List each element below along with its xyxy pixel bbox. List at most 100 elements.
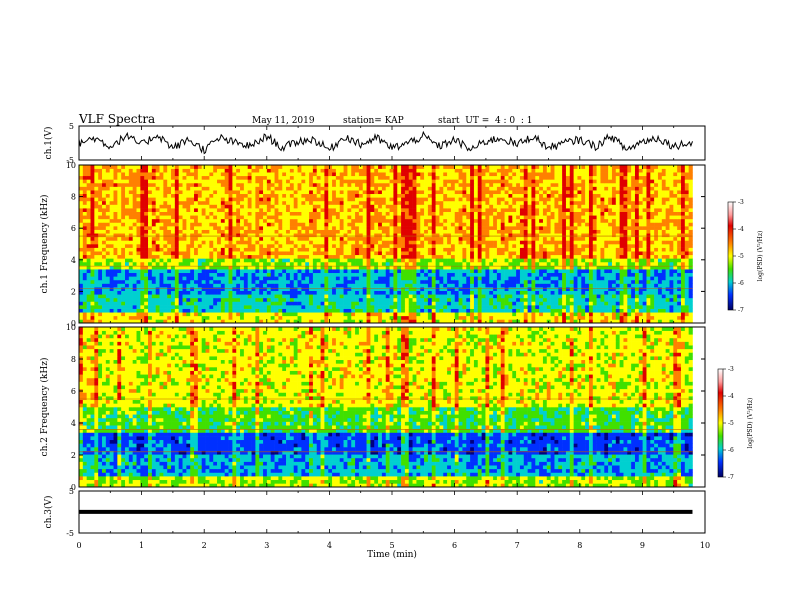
spectrogram-cell bbox=[366, 308, 371, 313]
spectrogram-cell bbox=[370, 244, 375, 248]
spectrogram-cell bbox=[293, 233, 298, 238]
spectrogram-cell bbox=[205, 211, 210, 216]
spectrogram-cell bbox=[282, 233, 287, 238]
spectrogram-cell bbox=[312, 283, 318, 288]
spectrogram-cell bbox=[688, 287, 693, 291]
spectrogram-cell bbox=[569, 283, 574, 288]
spectrogram-cell bbox=[374, 218, 379, 223]
spectrogram-cell bbox=[312, 308, 318, 313]
spectrogram-cell bbox=[623, 301, 628, 306]
spectrogram-cell bbox=[370, 211, 375, 216]
spectrogram-cell bbox=[527, 290, 532, 295]
spectrogram-cell bbox=[581, 258, 586, 263]
spectrogram-cell bbox=[481, 233, 486, 238]
spectrogram-cell bbox=[220, 319, 225, 324]
spectrogram-cell bbox=[634, 279, 640, 284]
spectrogram-cell bbox=[217, 229, 222, 234]
spectrogram-cell bbox=[236, 294, 241, 299]
spectrogram-cell bbox=[378, 240, 383, 245]
spectrogram-cell bbox=[573, 226, 578, 230]
spectrogram-cell bbox=[650, 269, 655, 274]
spectrogram-cell bbox=[178, 283, 183, 288]
spectrogram-cell bbox=[378, 247, 383, 252]
spectrogram-cell bbox=[316, 308, 321, 313]
spectrogram-cell bbox=[608, 315, 613, 320]
spectrogram-cell bbox=[466, 279, 471, 284]
spectrogram-cell bbox=[531, 315, 536, 320]
spectrogram-cell bbox=[565, 294, 571, 299]
spectrogram-cell bbox=[228, 226, 233, 230]
spectrogram-cell bbox=[316, 233, 321, 238]
spectrogram-cell bbox=[680, 276, 686, 281]
spectrogram-cell bbox=[508, 236, 513, 241]
spectrogram-cell bbox=[493, 226, 498, 230]
spectrogram-cell bbox=[623, 236, 628, 241]
spectrogram-cell bbox=[677, 236, 682, 241]
spectrogram-cell bbox=[431, 226, 436, 230]
spectrogram-cell bbox=[251, 251, 256, 256]
spectrogram-cell bbox=[424, 247, 429, 252]
spectrogram-cell bbox=[98, 261, 103, 266]
spectrogram-cell bbox=[677, 233, 682, 238]
spectrogram-cell bbox=[558, 287, 563, 291]
spectrogram-cell bbox=[98, 240, 103, 245]
spectrogram-cell bbox=[569, 244, 574, 248]
spectrogram-cell bbox=[174, 301, 179, 306]
spectrogram-cell bbox=[94, 279, 99, 284]
spectrogram-cell bbox=[611, 305, 617, 309]
spectrogram-cell bbox=[278, 283, 283, 288]
spectrogram-cell bbox=[316, 226, 321, 230]
spectrogram-cell bbox=[489, 290, 494, 295]
spectrogram-cell bbox=[167, 211, 172, 216]
spectrogram-cell bbox=[654, 287, 659, 291]
spectrogram-cell bbox=[443, 218, 448, 223]
spectrogram-cell bbox=[427, 215, 433, 220]
spectrogram-cell bbox=[312, 240, 318, 245]
spectrogram-cell bbox=[178, 218, 183, 223]
spectrogram-cell bbox=[90, 247, 95, 252]
spectrogram-cell bbox=[527, 229, 532, 234]
spectrogram-cell bbox=[159, 290, 164, 295]
spectrogram-cell bbox=[320, 222, 325, 227]
spectrogram-cell bbox=[94, 319, 99, 324]
spectrogram-cell bbox=[186, 315, 191, 320]
spectrogram-cell bbox=[550, 233, 555, 238]
spectrogram-cell bbox=[581, 315, 586, 320]
spectrogram-cell bbox=[477, 251, 482, 256]
spectrogram-cell bbox=[439, 319, 444, 324]
spectrogram-cell bbox=[550, 226, 555, 230]
spectrogram-cell bbox=[98, 211, 103, 216]
spectrogram-cell bbox=[270, 272, 275, 277]
spectrogram-cell bbox=[569, 218, 574, 223]
spectrogram-cell bbox=[274, 251, 279, 256]
spectrogram-cell bbox=[171, 283, 176, 288]
spectrogram-cell bbox=[190, 215, 195, 220]
spectrogram-cell bbox=[523, 287, 528, 291]
spectrogram-cell bbox=[677, 229, 682, 234]
spectrogram-cell bbox=[109, 226, 114, 230]
spectrogram-cell bbox=[90, 240, 95, 245]
spectrogram-cell bbox=[247, 279, 252, 284]
spectrogram-cell bbox=[512, 258, 517, 263]
spectrogram-cell bbox=[324, 244, 329, 248]
spectrogram-cell bbox=[608, 211, 613, 216]
spectrogram-cell bbox=[297, 290, 302, 295]
spectrogram-cell bbox=[569, 279, 574, 284]
spectrogram-cell bbox=[151, 218, 156, 223]
spectrogram-cell bbox=[263, 265, 268, 270]
spectrogram-cell bbox=[496, 265, 502, 270]
spectrogram-cell bbox=[125, 215, 130, 220]
spectrogram-cell bbox=[416, 308, 421, 313]
spectrogram-cell bbox=[324, 308, 329, 313]
spectrogram-cell bbox=[355, 272, 360, 277]
spectrogram-cell bbox=[355, 265, 360, 270]
spectrogram-cell bbox=[289, 308, 295, 313]
spectrogram-cell bbox=[301, 229, 306, 234]
spectrogram-cell bbox=[500, 290, 505, 295]
spectrogram-cell bbox=[335, 229, 341, 234]
spectrogram-cell bbox=[496, 319, 502, 324]
spectrogram-cell bbox=[470, 251, 475, 256]
spectrogram-cell bbox=[128, 308, 133, 313]
spectrogram-cell bbox=[412, 294, 417, 299]
spectrogram-cell bbox=[661, 272, 666, 277]
